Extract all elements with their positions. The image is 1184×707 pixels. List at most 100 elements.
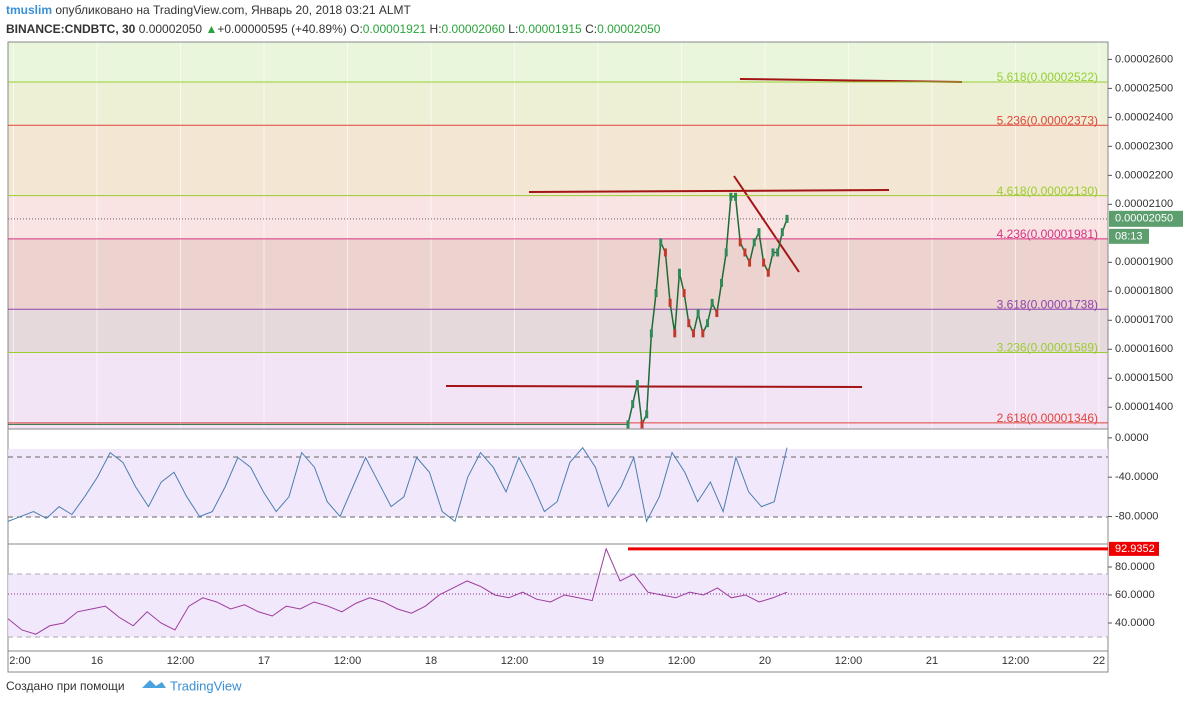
time-label: 12:00 [835,655,863,667]
candle [640,420,644,429]
fib-band [8,238,1108,310]
osc1-line [7,446,788,523]
candle [663,248,667,257]
candle [691,329,695,338]
countdown-bg [1109,228,1149,244]
candle [635,380,639,389]
frame [7,41,1109,673]
time-label: 12:00 [501,655,529,667]
fib-label: 4.618(0.00002130) [997,184,1098,198]
trend-line [739,78,963,83]
osc2-band [8,574,1108,637]
price-tick: 0.00002100 [1115,198,1173,210]
candle [706,319,709,328]
candle [729,192,733,201]
candle [738,238,742,247]
fib-band [8,352,1108,423]
price-tick: 0.00001700 [1115,314,1173,326]
candle [752,238,756,247]
change: +0.00000595 (+40.89%) [217,22,347,36]
candle [748,258,752,267]
candle [696,309,700,318]
fib-band [8,82,1108,126]
author[interactable]: tmuslim [6,3,53,17]
countdown: 08:13 [1115,231,1143,243]
max-label: 92.9352 [1115,543,1155,555]
osc-tick: 80.0000 [1115,561,1155,573]
price-tick: 0.00001600 [1115,343,1173,355]
time-label: 2:00 [9,655,30,667]
price-tick: 0.00001800 [1115,285,1173,297]
trend-line [528,189,890,193]
candle [626,420,630,429]
time-label: 12:00 [167,655,195,667]
c-label: C: [585,22,598,36]
candle [743,248,747,257]
arrow: ▲ [205,22,218,36]
candle [720,278,724,287]
time-label: 20 [759,655,771,667]
time-label: 21 [926,655,938,667]
badge-text: 0.00002050 [1115,213,1173,225]
candle [673,329,677,338]
candle [668,298,672,307]
trend-line [445,385,863,388]
osc-tick: 0.0000 [1115,432,1149,444]
badge [1109,210,1183,227]
candle [687,319,691,328]
time-label: 19 [592,655,604,667]
price-tick: 0.00001500 [1115,372,1173,384]
price-tick: 0.00002400 [1115,111,1173,123]
candle [710,298,714,307]
time-label: 22 [1093,655,1105,667]
fib-band [8,309,1108,353]
osc-tick: -40.0000 [1115,471,1158,483]
last: 0.00002050 [138,22,203,36]
time-label: 12:00 [1002,655,1030,667]
osc1-band [8,449,1108,517]
fib-label: 4.236(0.00001981) [997,227,1098,241]
o: 0.00001921 [362,22,427,36]
trend-line [733,175,800,273]
time-label: 12:00 [668,655,696,667]
candle [780,228,784,237]
header-line1: tmuslim опубликовано на TradingView.com,… [6,3,411,17]
fib-label: 3.618(0.00001738) [997,297,1098,311]
candle [631,400,635,409]
fib-label: 5.236(0.00002373) [997,113,1098,127]
fib-label: 5.618(0.00002522) [997,70,1098,84]
candle [654,289,658,298]
price-tick: 0.00001400 [1115,401,1173,413]
time-label: 12:00 [334,655,362,667]
candle [776,248,780,257]
h: 0.00002060 [441,22,505,36]
candle [645,410,649,419]
price-tick: 0.00002200 [1115,169,1173,181]
candle [734,192,738,201]
osc-tick: 60.0000 [1115,589,1155,601]
time-label: 18 [425,655,437,667]
candle [682,289,686,298]
candle [659,238,663,247]
candle [724,248,728,257]
price-tick: 0.00002600 [1115,53,1173,65]
candle [785,214,789,223]
fib-band [8,422,1108,429]
header-line2: BINANCE:CNDBTC, 30 0.00002050 ▲+0.000005… [6,22,660,36]
candle [715,309,719,318]
h-label: H: [429,22,442,36]
o-label: O: [350,22,363,36]
price-tick: 0.00002300 [1115,140,1173,152]
candle [766,268,770,277]
candle [771,248,775,257]
time-label: 16 [91,655,103,667]
brand[interactable]: TradingView [170,678,242,693]
max-badge [1109,541,1159,556]
published: опубликовано на TradingView.com, Январь … [55,3,411,17]
osc-tick: 40.0000 [1115,617,1155,629]
price-tick: 0.00002500 [1115,82,1173,94]
time-label: 17 [258,655,270,667]
symbol: BINANCE:CNDBTC, 30 [6,22,136,36]
